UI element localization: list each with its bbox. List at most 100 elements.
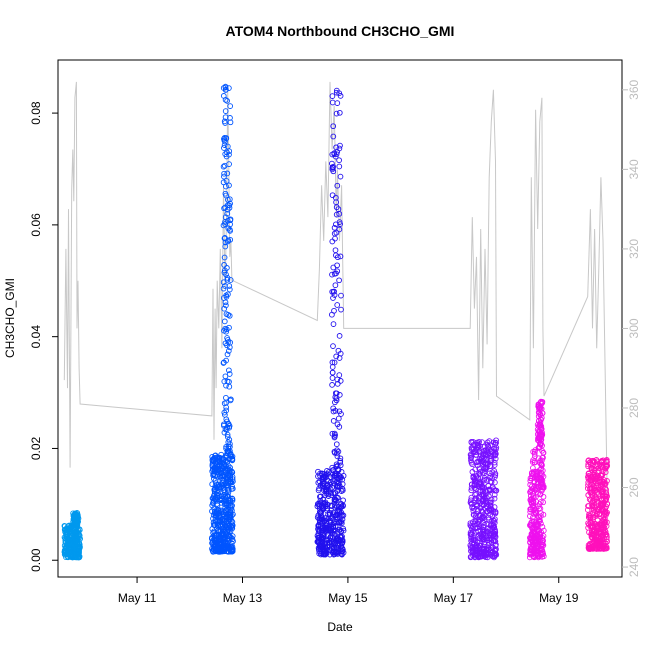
data-point (216, 518, 223, 525)
data-point (540, 499, 546, 506)
x-tick-label: May 11 (118, 591, 157, 605)
data-point (598, 527, 605, 533)
data-point (226, 367, 232, 374)
data-point (315, 479, 322, 486)
data-point (212, 512, 219, 519)
data-point (527, 550, 533, 557)
data-point (220, 463, 227, 470)
data-point (222, 97, 229, 103)
data-point (333, 441, 340, 448)
data-point (535, 503, 541, 510)
data-point (591, 471, 598, 478)
data-point (223, 399, 230, 406)
data-point (221, 359, 227, 366)
data-point (335, 206, 342, 212)
data-point (328, 503, 335, 510)
data-point (598, 524, 605, 531)
data-point (333, 544, 340, 551)
series-flight-1 (61, 510, 83, 561)
data-point (585, 470, 592, 477)
data-point (221, 136, 227, 142)
data-point (470, 475, 477, 481)
data-point (597, 472, 604, 478)
data-point (223, 407, 230, 414)
data-point (527, 509, 534, 515)
data-point (479, 455, 485, 461)
data-point (537, 480, 544, 487)
data-point (224, 276, 231, 283)
data-point (530, 514, 536, 521)
secondary-line (63, 81, 608, 496)
data-point (599, 534, 606, 540)
data-point (69, 554, 76, 561)
data-point (533, 473, 540, 479)
data-point (331, 433, 338, 440)
data-point (531, 459, 538, 466)
data-point (603, 489, 610, 496)
data-point (470, 446, 477, 453)
data-point (488, 496, 495, 503)
data-point (535, 455, 542, 462)
data-point (470, 473, 477, 480)
data-point (479, 439, 485, 445)
data-point (217, 475, 224, 481)
data-point (337, 459, 343, 466)
data-point (492, 529, 499, 536)
data-point (471, 505, 477, 512)
data-point (539, 550, 546, 556)
data-point (225, 311, 232, 318)
x-axis-title: Date (327, 620, 353, 634)
data-point (330, 408, 337, 415)
data-point (531, 505, 538, 511)
data-point (224, 149, 230, 156)
data-point (527, 481, 534, 488)
data-point (602, 481, 608, 488)
data-point (332, 394, 339, 401)
data-point (481, 545, 488, 552)
data-point (337, 474, 344, 481)
data-point (473, 528, 479, 535)
data-point (590, 486, 597, 493)
data-point (315, 534, 322, 541)
data-point (317, 493, 324, 500)
data-point (472, 491, 478, 498)
data-point (221, 235, 228, 242)
data-point (220, 179, 227, 186)
data-point (536, 443, 543, 450)
data-point (323, 486, 330, 493)
data-point (468, 501, 475, 507)
data-point (337, 462, 344, 469)
data-point (320, 483, 327, 490)
data-point (227, 444, 233, 450)
data-point (214, 466, 221, 473)
data-point (221, 305, 228, 312)
data-point (529, 518, 536, 524)
data-point (222, 504, 229, 511)
data-point (469, 481, 475, 488)
data-point (329, 515, 335, 521)
data-point (72, 515, 79, 522)
data-point (225, 545, 232, 551)
data-point (226, 324, 232, 331)
data-point (592, 521, 599, 527)
data-point (334, 453, 341, 460)
data-point (336, 226, 343, 233)
data-point (481, 492, 487, 498)
y2-tick-label: 340 (627, 159, 641, 179)
data-point (329, 271, 335, 278)
data-point (221, 205, 227, 212)
x-tick-label: May 15 (328, 591, 368, 605)
data-point (337, 93, 344, 99)
data-point (76, 554, 82, 561)
data-point (531, 450, 538, 457)
data-point (596, 475, 603, 481)
data-point (539, 462, 545, 469)
data-point (222, 151, 229, 157)
y-tick-label: 0.08 (29, 101, 43, 125)
y-tick-label: 0.06 (29, 213, 43, 237)
y2-tick-label: 320 (627, 239, 641, 259)
data-point (227, 236, 234, 243)
data-point (468, 545, 474, 552)
data-point (216, 458, 222, 465)
